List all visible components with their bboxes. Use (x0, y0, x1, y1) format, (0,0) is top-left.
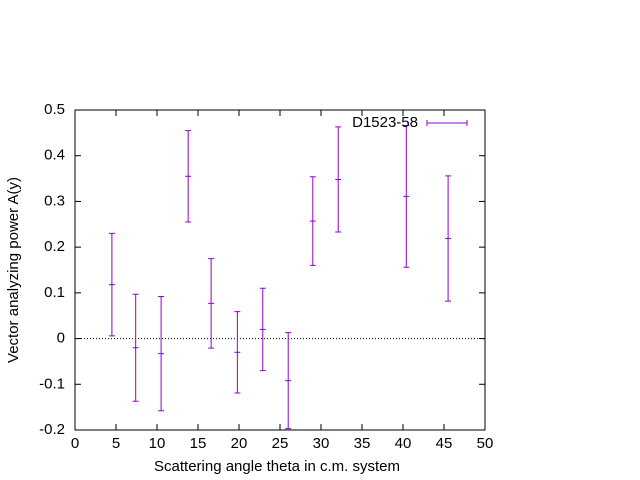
legend-sample (426, 120, 468, 126)
x-tick-label: 15 (190, 435, 207, 452)
y-tick-label: 0.5 (44, 101, 65, 118)
x-tick-label: 5 (112, 435, 120, 452)
y-tick-label: 0.1 (44, 284, 65, 301)
x-tick-label: 10 (149, 435, 166, 452)
legend-label: D1523-58 (352, 114, 418, 131)
x-tick-label: 25 (272, 435, 289, 452)
x-tick-label: 40 (395, 435, 412, 452)
y-tick-label: -0.1 (39, 375, 65, 392)
y-tick-label: 0.4 (44, 147, 65, 164)
x-tick-label: 45 (436, 435, 453, 452)
plot-frame (74, 109, 486, 431)
y-tick-label: 0 (57, 330, 65, 347)
y-tick-label: 0.3 (44, 192, 65, 209)
x-tick-label: 30 (313, 435, 330, 452)
x-axis-label: Scattering angle theta in c.m. system (154, 458, 400, 475)
y-tick-label: -0.2 (39, 421, 65, 438)
x-tick-label: 50 (477, 435, 494, 452)
x-tick-label: 0 (71, 435, 79, 452)
y-axis-label: Vector analyzing power A(y) (5, 177, 22, 363)
x-tick-label: 20 (231, 435, 248, 452)
x-tick-label: 35 (354, 435, 371, 452)
y-tick-label: 0.2 (44, 238, 65, 255)
